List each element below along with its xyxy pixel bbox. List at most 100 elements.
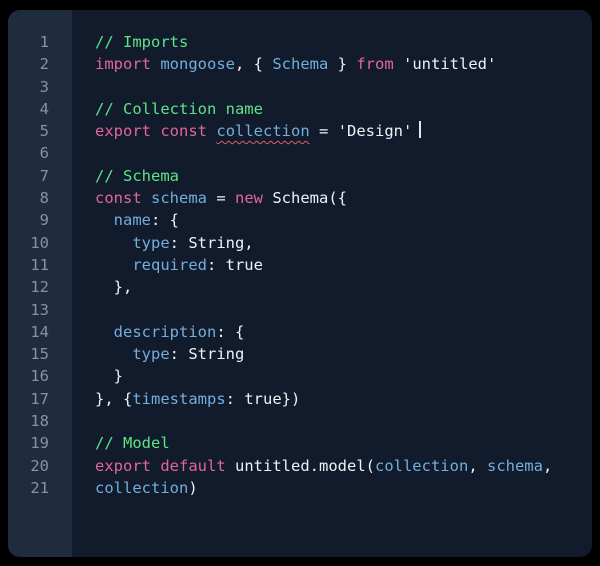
code-line: 17 }, {timestamps: true}) bbox=[8, 388, 592, 410]
code-token: schema bbox=[486, 456, 543, 475]
code-line: 11 required: true bbox=[8, 254, 592, 276]
code-line: 14 description: { bbox=[8, 321, 592, 343]
line-number: 21 bbox=[30, 478, 49, 497]
code-line: 15 type: String bbox=[8, 343, 592, 365]
code-token: : { bbox=[216, 322, 245, 341]
code-text: collection) bbox=[72, 477, 198, 499]
code-line: 3 bbox=[8, 76, 592, 98]
code-token bbox=[95, 211, 114, 229]
line-number: 8 bbox=[39, 189, 49, 208]
code-text: type: String, bbox=[72, 232, 253, 254]
code-token: 'untitled' bbox=[403, 55, 497, 74]
code-token: ) bbox=[188, 478, 198, 497]
code-text bbox=[72, 299, 95, 321]
code-token bbox=[207, 122, 216, 140]
code-token bbox=[142, 189, 151, 207]
code-lines[interactable]: 1 // Imports 2 import mongoose, { Schema } … bbox=[8, 10, 592, 499]
line-number: 7 bbox=[39, 166, 49, 185]
code-text: required: true bbox=[72, 254, 263, 276]
line-number: 16 bbox=[30, 367, 49, 386]
line-number: 19 bbox=[30, 434, 49, 453]
line-number: 15 bbox=[30, 345, 49, 364]
code-token: : String bbox=[169, 345, 245, 364]
line-number: 6 bbox=[39, 144, 49, 163]
line-number: 2 bbox=[39, 55, 49, 74]
code-token: } bbox=[328, 55, 357, 74]
code-token: default bbox=[160, 456, 226, 475]
line-number: 5 bbox=[39, 122, 49, 141]
code-line: 6 bbox=[8, 142, 592, 164]
code-editor-panel[interactable]: 1 // Imports 2 import mongoose, { Schema } … bbox=[8, 10, 592, 557]
code-token: } bbox=[95, 367, 123, 386]
text-cursor bbox=[419, 121, 422, 139]
code-line: 21 collection) bbox=[8, 477, 592, 499]
code-token: collection bbox=[374, 456, 469, 475]
code-token: // Collection name bbox=[95, 99, 263, 118]
code-line: 20 export default untitled.model(collecti… bbox=[8, 455, 592, 477]
code-token: const bbox=[160, 122, 208, 141]
line-number: 4 bbox=[39, 99, 49, 118]
code-token: : true bbox=[206, 255, 263, 274]
code-token: // Schema bbox=[95, 166, 179, 185]
code-text bbox=[72, 76, 95, 98]
code-token: description bbox=[113, 322, 217, 341]
line-number: 10 bbox=[30, 233, 49, 252]
code-line: 18 bbox=[8, 410, 592, 432]
code-line: 16 } bbox=[8, 365, 592, 387]
code-token: type bbox=[132, 233, 170, 252]
code-line: 8 const schema = new Schema({ bbox=[8, 187, 592, 209]
code-line: 1 // Imports bbox=[8, 31, 592, 53]
code-text: const schema = new Schema({ bbox=[72, 187, 347, 209]
code-line: 9 name: { bbox=[8, 209, 592, 231]
code-text: }, {timestamps: true}) bbox=[72, 388, 300, 410]
code-text: description: { bbox=[72, 321, 245, 343]
line-number: 9 bbox=[39, 211, 49, 230]
code-token-error: collection bbox=[216, 122, 310, 141]
code-token: }, bbox=[95, 278, 133, 297]
code-token: mongoose bbox=[160, 55, 235, 74]
code-text: // Model bbox=[72, 432, 170, 454]
code-text: name: { bbox=[72, 209, 179, 231]
code-text: // Schema bbox=[72, 165, 179, 187]
line-number: 13 bbox=[30, 300, 49, 319]
code-token bbox=[95, 256, 132, 274]
code-token: schema bbox=[151, 189, 208, 208]
code-text bbox=[72, 142, 95, 164]
code-token: : true}) bbox=[225, 389, 301, 408]
code-token: export bbox=[95, 122, 151, 141]
code-token: 'Design' bbox=[337, 122, 413, 141]
code-token: = bbox=[207, 189, 236, 208]
code-token: from bbox=[356, 55, 394, 74]
line-number: 14 bbox=[30, 322, 49, 341]
code-line: 19 // Model bbox=[8, 432, 592, 454]
code-token bbox=[95, 234, 132, 252]
code-token: Schema({ bbox=[263, 189, 348, 208]
code-text: export default untitled.model(collection… bbox=[72, 455, 552, 477]
code-token: collection bbox=[95, 478, 189, 497]
line-number: 1 bbox=[39, 33, 49, 51]
line-number: 18 bbox=[30, 412, 49, 431]
line-number: 17 bbox=[30, 389, 49, 408]
code-token: , bbox=[468, 456, 487, 475]
line-number: 20 bbox=[30, 456, 49, 475]
code-token: timestamps bbox=[132, 389, 226, 408]
code-token: new bbox=[235, 189, 264, 208]
code-line: 5 export const collection = 'Design' bbox=[8, 120, 592, 142]
code-token: // Imports bbox=[95, 33, 189, 51]
code-token bbox=[95, 345, 132, 363]
code-token: Schema bbox=[272, 55, 329, 74]
code-token bbox=[394, 55, 403, 73]
line-number: 12 bbox=[30, 278, 49, 297]
code-token: export bbox=[95, 456, 151, 475]
code-line: 12 }, bbox=[8, 276, 592, 298]
code-token: = bbox=[309, 122, 338, 141]
code-token bbox=[95, 323, 114, 341]
code-token bbox=[151, 55, 160, 73]
code-token: const bbox=[95, 189, 142, 208]
code-token: type bbox=[132, 345, 170, 364]
line-number: 11 bbox=[30, 255, 49, 274]
code-token: required bbox=[132, 255, 207, 274]
code-line: 2 import mongoose, { Schema } from 'untit… bbox=[8, 53, 592, 75]
code-token: import bbox=[95, 55, 151, 74]
code-text: import mongoose, { Schema } from 'untitl… bbox=[72, 53, 496, 75]
